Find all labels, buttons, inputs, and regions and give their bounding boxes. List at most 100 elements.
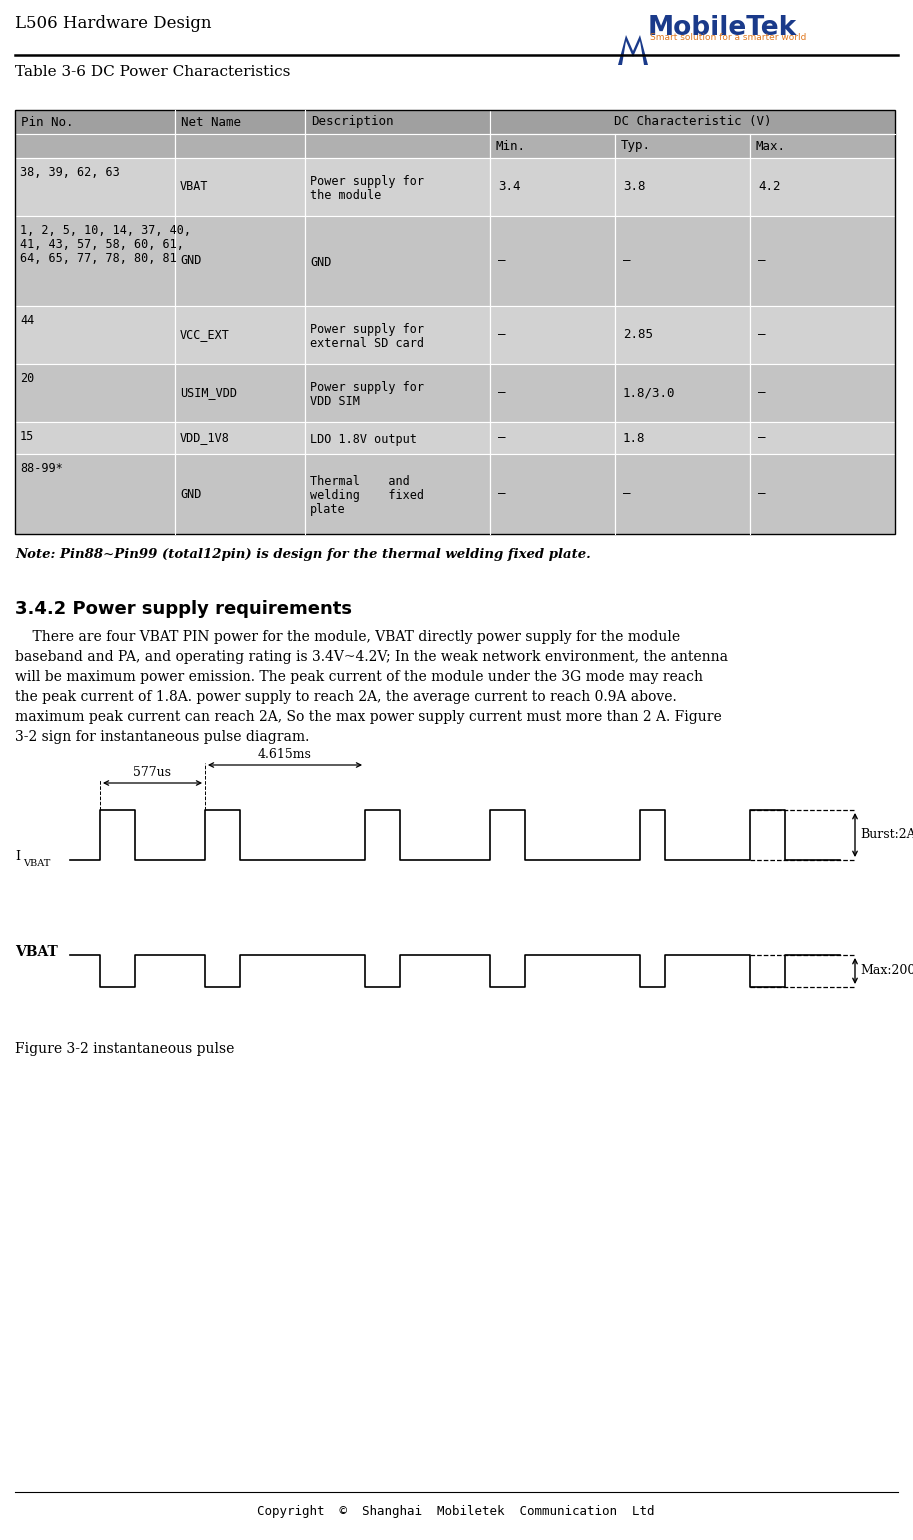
Text: VBAT: VBAT: [23, 858, 50, 867]
Text: –: –: [623, 254, 631, 268]
Bar: [305, 109, 490, 134]
Text: Table 3-6 DC Power Characteristics: Table 3-6 DC Power Characteristics: [15, 65, 290, 79]
Text: 3.4: 3.4: [498, 180, 520, 194]
Text: Power supply for: Power supply for: [310, 176, 424, 188]
Bar: [615, 454, 750, 534]
Bar: [750, 159, 895, 216]
Text: 4.2: 4.2: [758, 180, 781, 194]
Text: baseband and PA, and operating rating is 3.4V~4.2V; In the weak network environm: baseband and PA, and operating rating is…: [15, 650, 728, 664]
Text: –: –: [498, 387, 506, 399]
Bar: [175, 363, 305, 422]
Bar: [490, 454, 615, 534]
Text: 1.8/3.0: 1.8/3.0: [623, 387, 676, 399]
Text: LDO 1.8V output: LDO 1.8V output: [310, 433, 417, 447]
Text: –: –: [498, 488, 506, 500]
Text: Description: Description: [311, 116, 394, 128]
Bar: [15, 159, 175, 216]
Bar: [305, 216, 490, 306]
Bar: [305, 454, 490, 534]
Text: –: –: [623, 488, 631, 500]
Text: Burst:2A: Burst:2A: [860, 829, 913, 841]
Text: plate: plate: [310, 504, 346, 516]
Bar: [750, 363, 895, 422]
Bar: [305, 422, 490, 454]
Text: –: –: [758, 328, 765, 342]
Text: MobileTek: MobileTek: [648, 15, 797, 42]
Bar: [490, 422, 615, 454]
Text: GND: GND: [180, 488, 202, 500]
Text: –: –: [498, 254, 506, 268]
Bar: [15, 109, 895, 534]
Text: Copyright  ©  Shanghai  Mobiletek  Communication  Ltd: Copyright © Shanghai Mobiletek Communica…: [257, 1505, 655, 1518]
Bar: [615, 422, 750, 454]
Text: 3.4.2 Power supply requirements: 3.4.2 Power supply requirements: [15, 601, 352, 618]
Text: 88-99*: 88-99*: [20, 462, 63, 474]
Text: 64, 65, 77, 78, 80, 81: 64, 65, 77, 78, 80, 81: [20, 253, 177, 265]
Text: L506 Hardware Design: L506 Hardware Design: [15, 15, 212, 32]
Bar: [175, 109, 305, 134]
Text: I: I: [15, 850, 20, 864]
Text: 1.8: 1.8: [623, 431, 645, 445]
Bar: [15, 306, 175, 363]
Text: the peak current of 1.8A. power supply to reach 2A, the average current to reach: the peak current of 1.8A. power supply t…: [15, 690, 677, 704]
Text: Pin No.: Pin No.: [21, 116, 74, 128]
Bar: [175, 216, 305, 306]
Bar: [490, 134, 615, 159]
Bar: [615, 216, 750, 306]
Text: –: –: [758, 254, 765, 268]
Text: –: –: [758, 387, 765, 399]
Text: 20: 20: [20, 373, 35, 385]
Text: –: –: [498, 328, 506, 342]
Text: 577us: 577us: [133, 765, 171, 779]
Bar: [615, 134, 750, 159]
Text: 41, 43, 57, 58, 60, 61,: 41, 43, 57, 58, 60, 61,: [20, 239, 184, 251]
Text: Min.: Min.: [496, 140, 526, 152]
Bar: [15, 134, 175, 159]
Text: 44: 44: [20, 314, 35, 326]
Text: Max.: Max.: [756, 140, 786, 152]
Text: –: –: [498, 431, 506, 445]
Bar: [750, 306, 895, 363]
Text: DC Characteristic (V): DC Characteristic (V): [614, 116, 771, 128]
Bar: [15, 109, 175, 134]
Text: the module: the module: [310, 189, 382, 202]
Text: VBAT: VBAT: [15, 946, 58, 959]
Bar: [15, 363, 175, 422]
Text: 15: 15: [20, 430, 35, 444]
Bar: [490, 363, 615, 422]
Text: 38, 39, 62, 63: 38, 39, 62, 63: [20, 166, 120, 179]
Text: 3.8: 3.8: [623, 180, 645, 194]
Text: external SD card: external SD card: [310, 337, 424, 350]
Bar: [490, 109, 895, 134]
Bar: [615, 306, 750, 363]
Text: Figure 3-2 instantaneous pulse: Figure 3-2 instantaneous pulse: [15, 1043, 235, 1056]
Bar: [750, 134, 895, 159]
Bar: [750, 216, 895, 306]
Bar: [305, 134, 490, 159]
Bar: [175, 306, 305, 363]
Text: USIM_VDD: USIM_VDD: [180, 387, 237, 399]
Text: GND: GND: [310, 256, 331, 270]
Bar: [490, 159, 615, 216]
Bar: [175, 422, 305, 454]
Text: Max:200mV: Max:200mV: [860, 964, 913, 978]
Bar: [615, 159, 750, 216]
Text: Typ.: Typ.: [621, 140, 651, 152]
Bar: [490, 216, 615, 306]
Bar: [175, 159, 305, 216]
Text: Smart solution for a smarter world: Smart solution for a smarter world: [650, 32, 806, 42]
Bar: [750, 454, 895, 534]
Text: GND: GND: [180, 254, 202, 268]
Text: Power supply for: Power supply for: [310, 380, 424, 394]
Bar: [15, 422, 175, 454]
Text: maximum peak current can reach 2A, So the max power supply current must more tha: maximum peak current can reach 2A, So th…: [15, 710, 722, 724]
Polygon shape: [618, 35, 648, 65]
Bar: [15, 216, 175, 306]
Text: VCC_EXT: VCC_EXT: [180, 328, 230, 342]
Text: Net Name: Net Name: [181, 116, 241, 128]
Bar: [15, 454, 175, 534]
Text: VDD_1V8: VDD_1V8: [180, 431, 230, 445]
Text: VBAT: VBAT: [180, 180, 208, 194]
Text: Power supply for: Power supply for: [310, 323, 424, 336]
Bar: [490, 306, 615, 363]
